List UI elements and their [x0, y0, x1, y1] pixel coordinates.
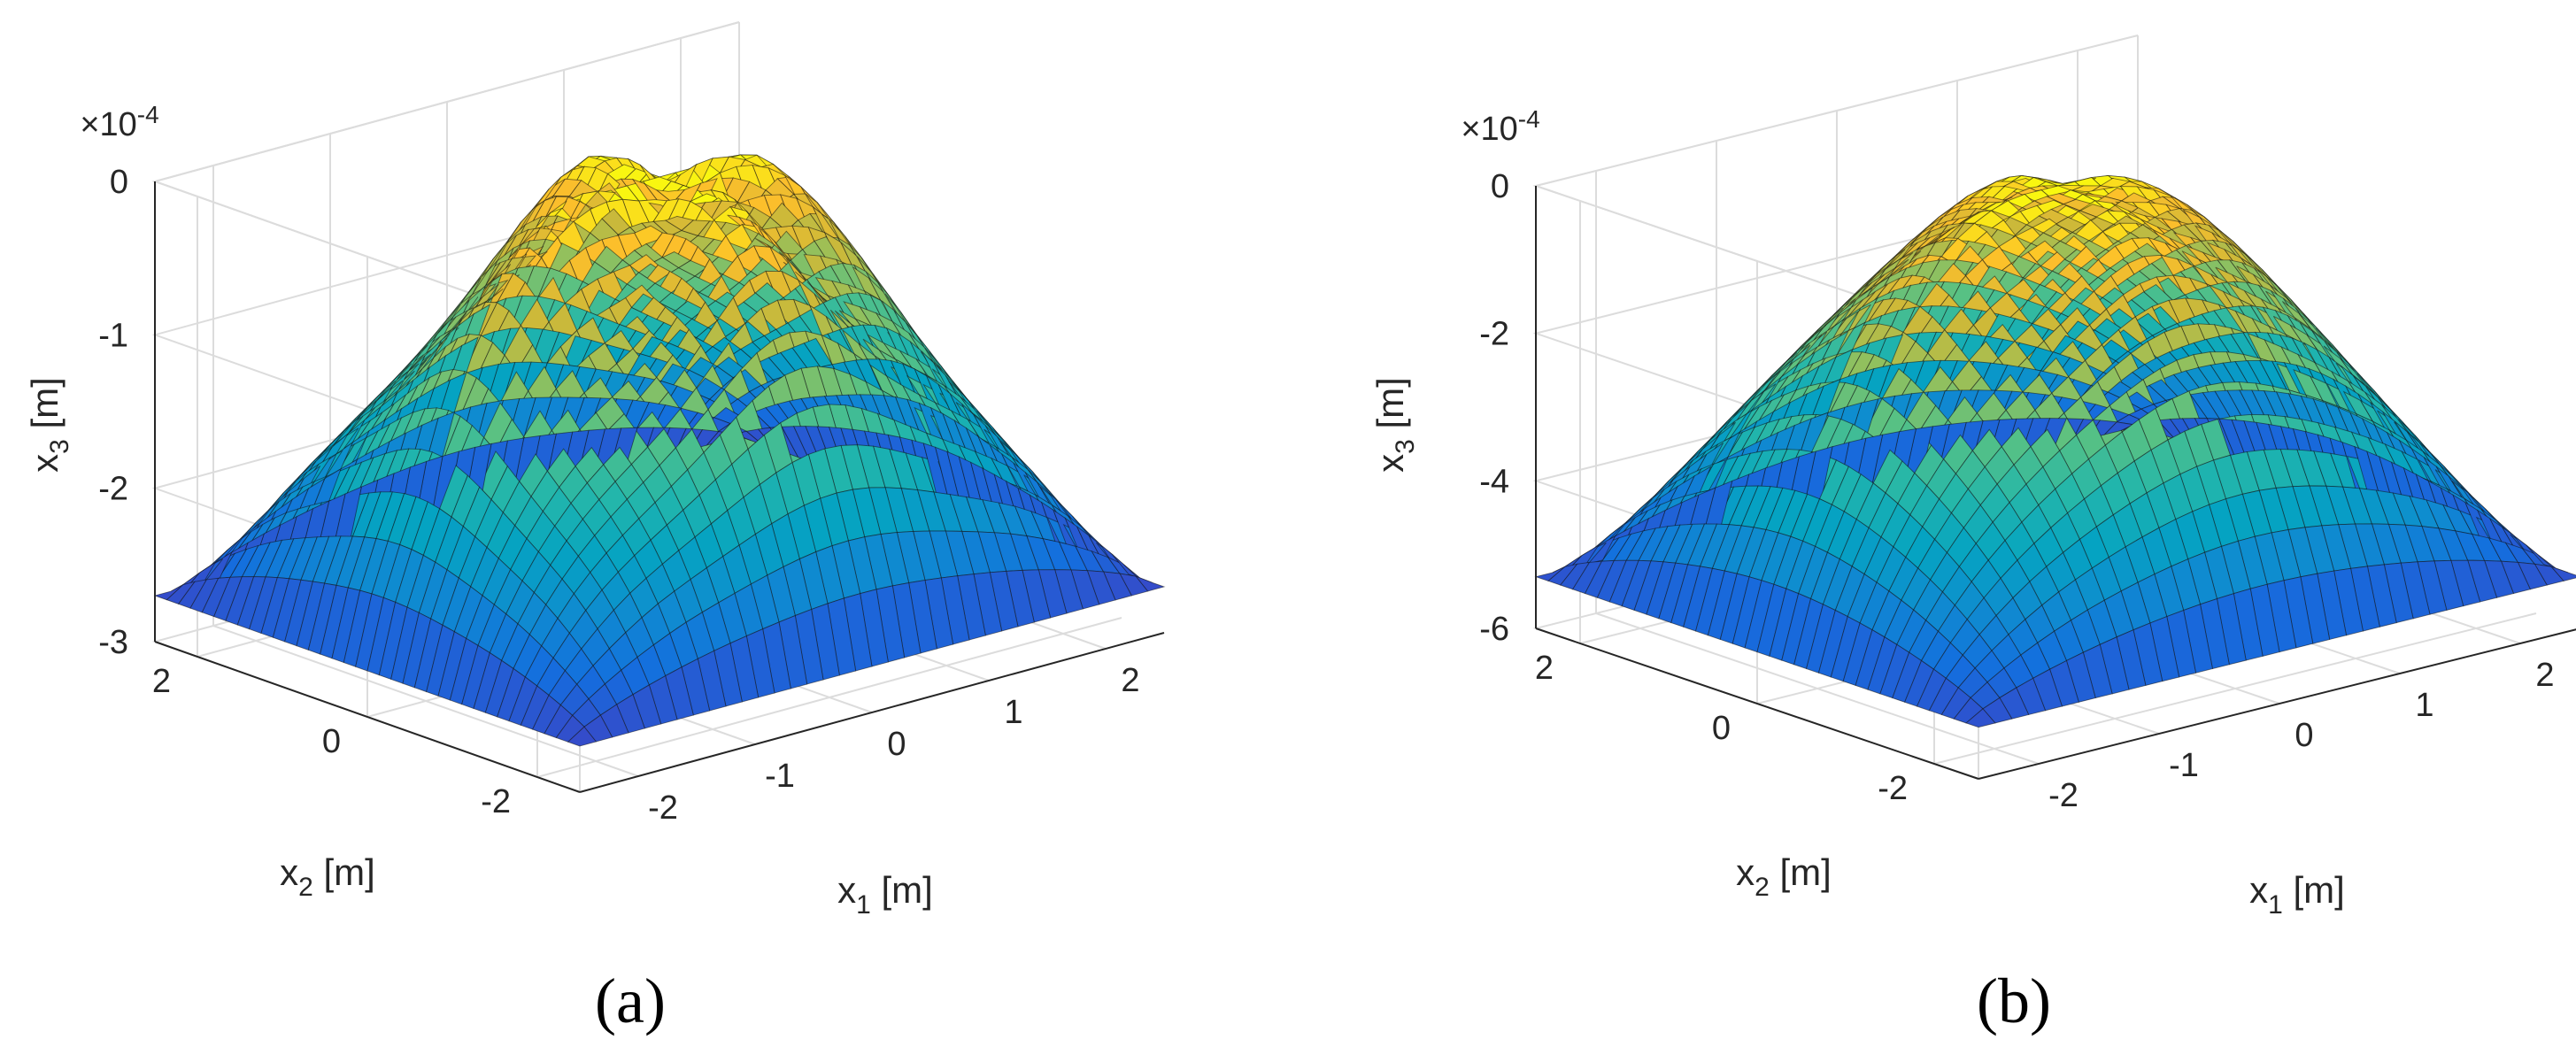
x1-axis-label: x1 [m]	[2249, 869, 2345, 920]
z-tick-label: -3	[98, 624, 128, 661]
x-tick-label: 2	[2535, 657, 2554, 694]
surface-plot-a: -2 -1 0 1 2 -2 0 2 -3 -2 -1 0 ×10-4 x1 [m] x2 [m] x3 [m…	[24, 21, 1166, 920]
tick-labels: -2 -1 0 1 2 -2 0 2 -3 -2 -1 0 ×10-4	[80, 101, 1139, 827]
y-tick-label: 2	[152, 663, 171, 700]
x-tick-label: 2	[1121, 662, 1139, 699]
x3-axis-label: x3 [m]	[24, 377, 74, 473]
y-tick-label: -2	[481, 783, 511, 820]
subplot-a: -2 -1 0 1 2 -2 0 2 -3 -2 -1 0 ×10-4 x1 [m] x2 [m] x3 [m…	[24, 21, 1166, 1036]
y-tick-label: -2	[1878, 770, 1908, 807]
x-tick-label: -1	[765, 758, 795, 795]
x2-axis-label: x2 [m]	[1736, 851, 1832, 902]
surface-mesh	[1534, 174, 2576, 728]
x1-axis-label: x1 [m]	[837, 869, 933, 920]
x-tick-label: 1	[1004, 694, 1022, 731]
x-tick-label: 1	[2415, 687, 2433, 724]
z-tick-label: -6	[1479, 611, 1509, 648]
z-tick-label: 0	[1491, 168, 1509, 205]
axes-lines	[154, 181, 1165, 793]
x-tick-label: 0	[887, 726, 906, 763]
z-tick-label: -4	[1479, 463, 1509, 500]
z-tick-label: -2	[98, 471, 128, 508]
subplot-b: -2 -1 0 1 2 -2 0 2 -6 -4 -2 0 ×10-4 x1 [m] x2 [m] x3 [m…	[1288, 0, 2576, 1047]
z-tick-label: -1	[98, 317, 128, 354]
x-tick-label: -2	[2048, 777, 2079, 814]
caption-b: (b)	[1977, 966, 2051, 1036]
caption-a: (a)	[595, 966, 666, 1036]
axis-labels: x1 [m] x2 [m] x3 [m]	[1369, 377, 2345, 920]
y-tick-label: 0	[1712, 710, 1731, 747]
x-tick-label: -1	[2169, 747, 2199, 784]
x2-axis-label: x2 [m]	[280, 851, 375, 902]
x3-axis-label: x3 [m]	[1369, 377, 1420, 473]
x-tick-label: 0	[2294, 717, 2313, 754]
z-exponent-label: ×10-4	[1461, 105, 1539, 148]
z-tick-label: -2	[1479, 316, 1509, 353]
surface-mesh	[153, 154, 1166, 747]
tick-labels: -2 -1 0 1 2 -2 0 2 -6 -4 -2 0 ×10-4	[1461, 105, 2554, 814]
z-tick-label: 0	[110, 164, 128, 201]
x-tick-label: -2	[648, 789, 678, 827]
z-exponent-label: ×10-4	[80, 101, 158, 143]
y-tick-label: 0	[322, 723, 341, 760]
axis-labels: x1 [m] x2 [m] x3 [m]	[24, 377, 933, 920]
surface-plot-b: -2 -1 0 1 2 -2 0 2 -6 -4 -2 0 ×10-4 x1 [m] x2 [m] x3 [m…	[1369, 35, 2576, 920]
axes-lines	[1535, 186, 2576, 780]
y-tick-label: 2	[1535, 650, 1554, 687]
